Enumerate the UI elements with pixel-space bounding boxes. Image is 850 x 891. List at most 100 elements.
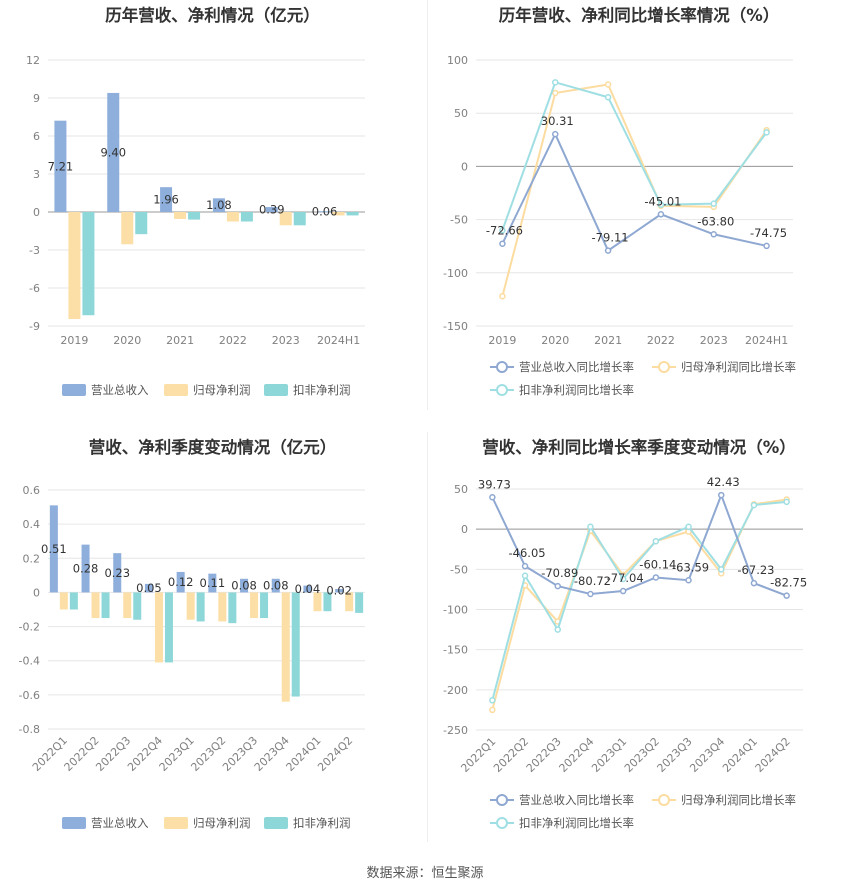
bar-deducted-profit	[164, 592, 173, 663]
annual-amount-plot: 12 9 6 3 0 -3 -6 -9 2019 2020 2021 2022 2023 2024H1 7.…	[26, 54, 365, 397]
x-tick-label: 2023Q3	[655, 735, 695, 775]
y-tick-label: -0.8	[19, 723, 40, 736]
x-tick-label: 2024Q2	[753, 735, 793, 775]
bar-revenue	[271, 578, 280, 593]
series-point-0	[604, 247, 612, 254]
bar-deducted-profit	[82, 212, 95, 316]
data-label: -63.80	[697, 214, 734, 228]
legend-label: 归母净利润同比增长率	[681, 360, 796, 374]
data-label: 0.08	[231, 579, 257, 593]
chart-title: 历年营收、净利同比增长率情况（%）	[498, 6, 780, 25]
x-tick-label: 2022Q1	[458, 735, 498, 775]
series-point-2	[587, 523, 594, 531]
legend-label: 归母净利润	[193, 383, 251, 397]
y-tick-label: 0.6	[23, 484, 41, 497]
series-point-2	[499, 226, 506, 234]
x-tick-label: 2021	[166, 334, 194, 347]
legend-label: 归母净利润同比增长率	[681, 793, 796, 807]
series-point-1	[489, 706, 496, 714]
x-tick-label: 2021	[594, 334, 622, 347]
x-tick-label: 2023Q2	[622, 735, 662, 775]
data-label: -67.23	[737, 563, 774, 577]
panel-divider-bottom	[427, 432, 428, 842]
data-label: 0.06	[312, 205, 338, 219]
x-tick-label: 2022Q3	[524, 735, 564, 775]
panel-divider-top	[427, 0, 428, 410]
y-tick-label: 0	[461, 160, 468, 173]
series-point-2	[718, 566, 725, 573]
y-tick-label: -0.2	[19, 621, 40, 634]
series-point-2	[710, 200, 717, 207]
bar-deducted-profit	[291, 592, 300, 697]
series-point-0	[718, 491, 725, 499]
series-line-1	[491, 498, 787, 711]
data-label: -45.01	[644, 194, 681, 208]
legend-swatch	[62, 817, 86, 829]
x-tick-label: 2022	[219, 334, 247, 347]
bar-net-profit	[59, 592, 68, 610]
bar-deducted-profit	[323, 592, 332, 612]
bar-revenue	[113, 553, 122, 593]
data-label: 9.40	[100, 145, 126, 159]
data-label: 39.73	[478, 477, 511, 491]
bar-deducted-profit	[101, 592, 110, 619]
bar-net-profit	[332, 212, 345, 216]
series-point-2	[685, 523, 692, 531]
data-label: 7.21	[48, 159, 74, 173]
legend-swatch	[164, 384, 188, 396]
legend-label: 营业总收入同比增长率	[519, 360, 634, 374]
legend-label: 扣非净利润同比增长率	[519, 816, 634, 830]
legend-marker	[658, 794, 670, 806]
y-tick-label: 50	[454, 483, 468, 496]
series-point-1	[604, 81, 612, 88]
bar-deducted-profit	[196, 592, 205, 622]
data-label: 0.23	[104, 566, 130, 580]
y-tick-label: -250	[443, 724, 468, 737]
x-tick-label: 2023	[700, 334, 728, 347]
data-label: 1.08	[206, 198, 232, 212]
series-point-2	[657, 201, 665, 208]
data-label: 0.28	[73, 562, 99, 576]
bar-net-profit	[154, 592, 163, 663]
series-line-2	[501, 81, 768, 231]
series-point-0	[657, 211, 665, 218]
bar-net-profit	[226, 212, 239, 222]
series-point-0	[750, 579, 758, 587]
series-point-0	[489, 494, 496, 501]
y-tick-label: -6	[29, 282, 40, 295]
bar-revenue	[265, 207, 278, 212]
data-label: 0.51	[41, 542, 67, 556]
quarterly-amount-plot: 0.60.40.20-0.2-0.4-0.6-0.82022Q12022Q220…	[19, 484, 365, 830]
series-line-2	[491, 500, 787, 701]
chart-title: 营收、净利同比增长率季度变动情况（%）	[482, 438, 796, 457]
bar-deducted-profit	[188, 212, 201, 220]
series-point-0	[552, 130, 559, 138]
data-label: 0.12	[168, 575, 194, 589]
legend-marker	[496, 361, 508, 373]
bar-net-profit	[123, 592, 132, 619]
series-point-2	[763, 129, 770, 136]
data-label: -46.05	[509, 546, 546, 560]
series-point-0	[619, 587, 627, 595]
series-point-2	[783, 498, 790, 506]
y-tick-label: -9	[29, 320, 40, 333]
bar-revenue	[160, 187, 173, 212]
quarterly-amount-chart: 营收、净利季度变动情况（亿元） 0.6 0.4 0.2 0 -0.2 -0.4 -0.6 -0…	[0, 432, 425, 852]
series-point-0	[710, 231, 717, 238]
y-tick-label: -200	[443, 684, 468, 697]
series-point-2	[750, 501, 758, 509]
bar-net-profit	[121, 212, 134, 245]
bar-revenue	[335, 589, 344, 593]
series-point-0	[763, 242, 770, 250]
series-point-2	[652, 537, 660, 545]
data-label: -63.59	[672, 560, 709, 574]
legend-marker	[496, 794, 508, 806]
data-label: 0.02	[326, 584, 352, 598]
y-tick-label: 3	[33, 168, 40, 181]
data-label: -72.66	[486, 224, 523, 238]
x-tick-label: 2023Q1	[589, 735, 629, 775]
legend-label: 营业总收入	[91, 816, 149, 830]
x-tick-label: 2020	[541, 334, 569, 347]
bar-net-profit	[91, 592, 100, 619]
bar-deducted-profit	[133, 592, 142, 620]
